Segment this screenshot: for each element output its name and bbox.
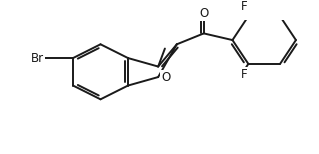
Text: O: O [161,71,170,84]
Text: O: O [199,7,208,20]
Text: F: F [241,0,248,13]
Text: F: F [241,68,248,81]
Text: Br: Br [31,52,44,65]
